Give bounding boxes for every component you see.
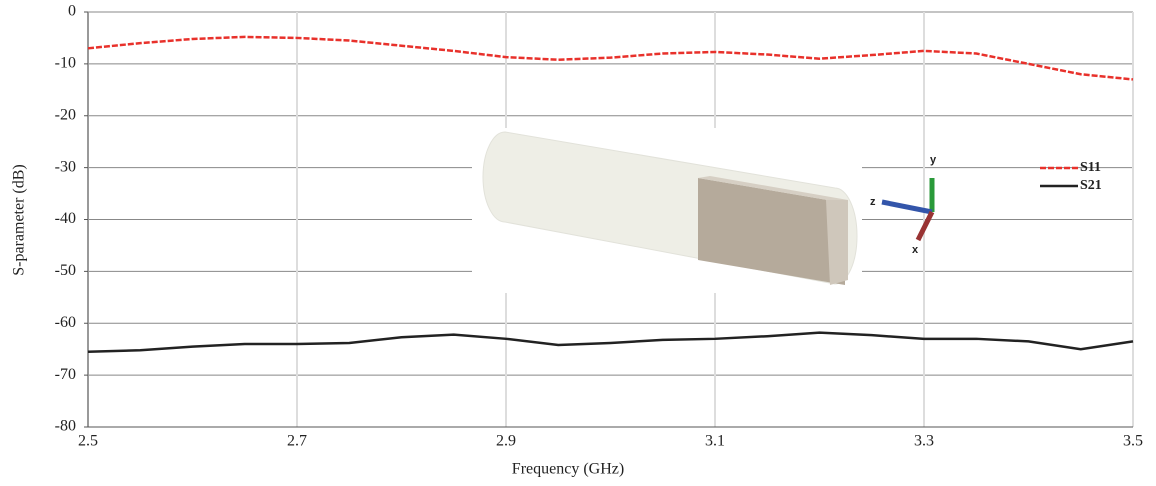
x-tick-label: 2.5	[78, 433, 98, 450]
axis-arrow-z	[881, 199, 933, 215]
box-top	[698, 176, 848, 203]
x-tick-label: 2.9	[496, 433, 516, 450]
y-tick-label: -30	[55, 158, 76, 175]
series-line	[87, 331, 1134, 354]
y-tick-label: -70	[55, 366, 76, 383]
legend-label: S21	[1080, 178, 1102, 193]
axis-letter: z	[870, 196, 876, 208]
y-axis-label: S-parameter (dB)	[11, 164, 28, 276]
series-line	[87, 35, 1134, 81]
y-tick-label: -40	[55, 210, 76, 227]
y-tick-label: -60	[55, 314, 76, 331]
y-tick-label: 0	[68, 3, 76, 20]
box-side	[826, 200, 848, 285]
axis-arrow-x	[915, 210, 935, 242]
y-tick-label: -80	[55, 418, 76, 435]
legend-label: S11	[1080, 160, 1101, 175]
box-front	[698, 178, 845, 285]
axis-letter: x	[912, 244, 919, 256]
inset-model: y z x	[472, 128, 937, 293]
y-tick-label: -10	[55, 55, 76, 72]
x-tick-label: 3.1	[705, 433, 725, 450]
x-tick-label: 2.7	[287, 433, 307, 450]
y-tick-label: -20	[55, 106, 76, 123]
axis-letter: y	[930, 154, 937, 166]
x-tick-label: 3.3	[914, 433, 934, 450]
y-tick-label: -50	[55, 262, 76, 279]
x-axis-label: Frequency (GHz)	[512, 461, 624, 478]
x-tick-label: 3.5	[1123, 433, 1143, 450]
